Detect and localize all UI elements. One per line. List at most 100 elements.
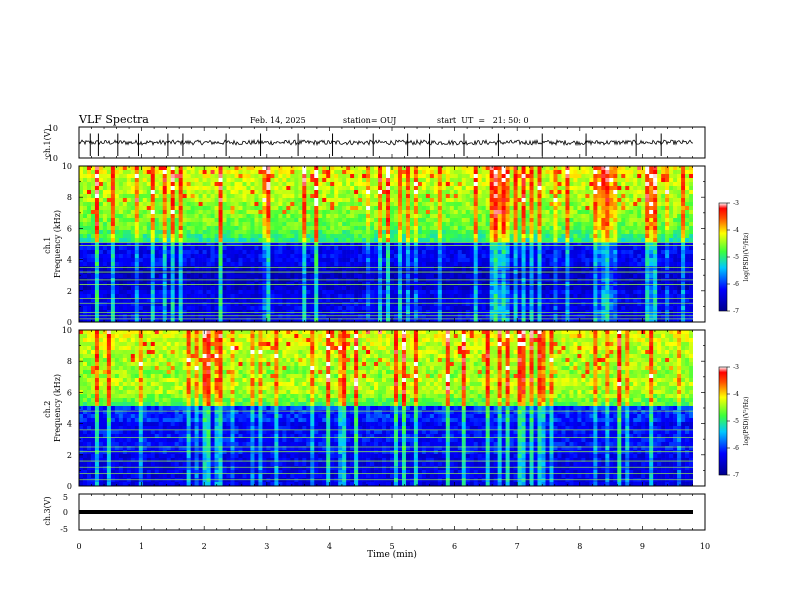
spectrogram-cell [130,170,136,175]
spectrogram-cell [258,190,263,195]
spectrogram-cell [433,226,439,231]
spectrogram-cell [86,202,92,207]
spectrogram-cell [645,242,650,247]
spectrogram-cell [633,214,638,219]
spectrogram-cell [505,238,510,243]
spectrogram-cell [278,174,283,179]
spectrogram-cell [338,198,343,203]
spectrogram-cell [629,274,634,279]
spectrogram-cell [469,238,475,243]
spectrogram-cell [126,210,132,215]
spectrogram-cell [641,286,646,291]
spectrogram-cell [334,242,339,247]
spectrogram-cell [178,210,183,215]
spectrogram-cell [645,194,650,199]
spectrogram-cell [342,274,347,279]
spectrogram-cell [409,166,415,171]
spectrogram-cell [565,250,570,255]
spectrogram-cell [222,274,227,279]
spectrogram-cell [162,230,168,235]
spectrogram-cell [541,274,546,279]
spectrogram-cell [625,214,630,219]
spectrogram-cell [374,166,379,171]
spectrogram-cell [473,258,479,263]
spectrogram-cell [194,194,199,199]
spectrogram-cell [106,194,112,199]
spectrogram-cell [397,214,403,219]
spectrogram-cell [79,246,84,251]
spectrogram-cell [501,274,506,279]
spectrogram-cell [98,274,104,279]
spectrogram-cell [306,242,311,247]
spectrogram-cell [130,182,136,187]
spectrogram-cell [146,246,152,251]
spectrogram-cell [457,238,463,243]
spectrogram-cell [589,234,594,239]
spectrogram-cell [533,238,538,243]
spectrogram-cell [354,234,359,239]
spectrogram-cell [449,282,455,287]
spectrogram-cell [665,230,670,235]
spectrogram-cell [453,262,459,267]
spectrogram-cell [382,234,387,239]
spectrogram-cell [593,214,598,219]
spectrogram-cell [601,206,606,211]
spectrogram-cell [621,206,626,211]
spectrogram-cell [573,282,578,287]
spectrogram-cell [370,266,375,271]
spectrogram-cell [469,186,475,191]
spectrogram-cell [186,182,191,187]
spectrogram-cell [274,202,279,207]
spectrogram-cell [234,254,239,259]
spectrogram-cell [657,250,662,255]
spectrogram-cell [589,170,594,175]
spectrogram-cell [346,258,351,263]
spectrogram-cell [162,210,168,215]
spectrogram-cell [142,198,148,203]
spectrogram-cell [142,166,148,171]
spectrogram-cell [429,254,435,259]
spectrogram-cell [198,262,203,267]
spectrogram-cell [366,178,371,183]
spectrogram-cell [509,242,514,247]
spectrogram-cell [150,166,156,171]
spectrogram-cell [649,210,654,215]
spectrogram-cell [653,246,658,251]
spectrogram-cell [433,230,439,235]
spectrogram-cell [641,178,646,183]
spectrogram-cell [681,194,686,199]
spectrogram-cell [334,206,339,211]
spectrogram-cell [370,190,375,195]
spectrogram-cell [82,226,88,231]
spectrogram-cell [174,210,179,215]
spectrogram-cell [242,186,247,191]
spectrogram-cell [370,254,375,259]
spectrogram-cell [677,246,682,251]
spectrogram-cell [597,170,602,175]
spectrogram-cell [258,238,263,243]
spectrogram-cell [605,282,610,287]
spectrogram-cell [306,166,311,171]
spectrogram-cell [481,182,486,187]
spectrogram-cell [198,254,203,259]
spectrogram-cell [286,182,291,187]
spectrogram-cell [429,222,435,227]
date-label: Feb. 14, 2025 [250,116,306,125]
spectrogram-cell [421,262,427,267]
spectrogram-cell [230,234,235,239]
spectrogram-cell [206,166,211,171]
spectrogram-cell [110,174,116,179]
spectrogram-cell [146,258,152,263]
spectrogram-cell [437,190,443,195]
spectrogram-cell [106,262,112,267]
spectrogram-cell [322,282,327,287]
spectrogram-cell [79,182,84,187]
spectrogram-cell [557,210,562,215]
spectrogram-cell [625,194,630,199]
spectrogram-cell [465,262,471,267]
spectrogram-cell [681,190,686,195]
spectrogram-cell [230,182,235,187]
spectrogram-cell [158,166,164,171]
spectrogram-cell [210,218,215,223]
spectrogram-cell [421,246,427,251]
